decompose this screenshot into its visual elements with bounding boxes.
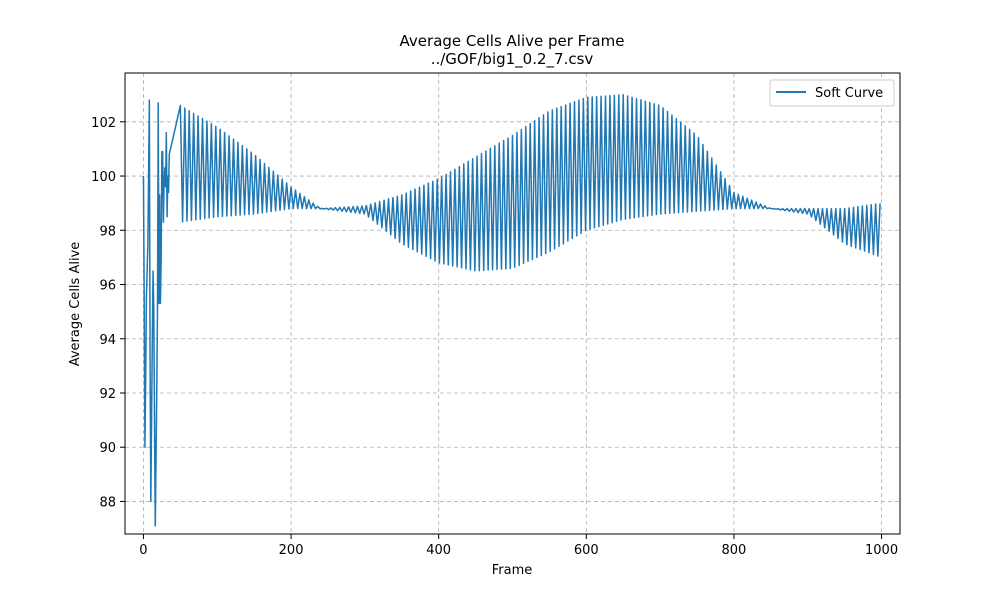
x-axis-label: Frame	[492, 563, 533, 578]
legend: Soft Curve	[769, 79, 895, 107]
y-tick-label: 102	[91, 116, 116, 131]
y-axis-label: Average Cells Alive	[68, 242, 83, 367]
y-tick-label: 88	[99, 495, 116, 510]
y-tick-label: 96	[99, 279, 116, 294]
y-tick-label: 92	[99, 387, 116, 402]
plot-frame	[124, 72, 901, 535]
legend-box	[769, 79, 895, 107]
x-tick-label: 0	[139, 543, 147, 558]
y-tick-label: 90	[99, 441, 116, 456]
series-line-soft-curve	[142, 93, 881, 527]
y-axis-ticks: 88 90 92 94 96 98 100 102	[91, 116, 125, 510]
x-tick-label: 600	[574, 543, 599, 558]
x-axis-ticks: 0 200 400 600 800 1000	[139, 534, 898, 558]
x-tick-label: 400	[426, 543, 451, 558]
chart-title-line2: ../GOF/big1_0.2_7.csv	[431, 50, 594, 69]
y-tick-label: 98	[99, 224, 116, 239]
chart-title: Average Cells Alive per Frame ../GOF/big…	[400, 32, 625, 69]
legend-label-soft-curve: Soft Curve	[815, 86, 883, 101]
x-tick-label: 200	[279, 543, 304, 558]
x-tick-label: 1000	[865, 543, 898, 558]
y-tick-label: 100	[91, 170, 116, 185]
y-tick-label: 94	[99, 333, 116, 348]
series-group	[142, 93, 881, 527]
chart-title-line1: Average Cells Alive per Frame	[400, 32, 625, 50]
x-tick-label: 800	[722, 543, 747, 558]
